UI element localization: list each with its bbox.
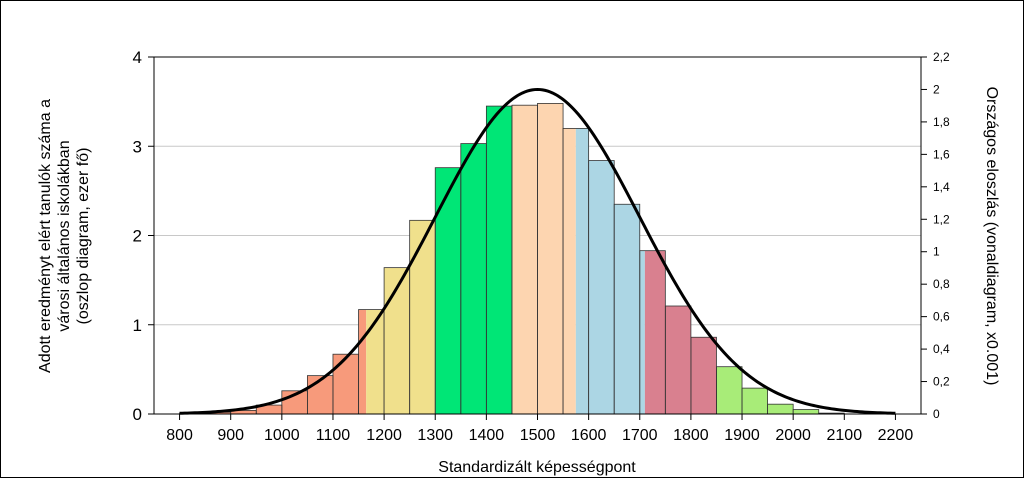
x-tick-label: 2200 bbox=[878, 427, 914, 444]
x-tick-label: 1100 bbox=[316, 427, 351, 444]
y2-tick-label: 0,2 bbox=[933, 375, 950, 389]
y-axis-title-line-2: városi általános iskolákban bbox=[56, 140, 73, 331]
bar-fill-segment bbox=[716, 366, 743, 414]
y-axis-title-line-1: Adott eredményt elért tanulók száma a bbox=[37, 99, 54, 373]
x-axis-ticks: 800 900 1000 1100 1200 1300 1400 1500 1600 1700 18… bbox=[166, 414, 913, 444]
y2-axis-title-text: Országos eloszlás (vonaldiagram, x0.001) bbox=[983, 87, 1000, 386]
y2-tick-label: 1,8 bbox=[933, 115, 950, 129]
bar-fill-segment bbox=[307, 375, 333, 414]
x-tick-label: 1000 bbox=[264, 427, 300, 444]
y-tick-label: 2 bbox=[133, 227, 142, 246]
y2-axis-ticks: 0 0,2 0,4 0,6 0,8 1 1,2 1,4 1,6 1,8 2 2,2 bbox=[921, 50, 950, 421]
x-tick-label: 1800 bbox=[673, 427, 709, 444]
bar-fill-segment bbox=[793, 409, 819, 414]
x-tick-label: 1900 bbox=[724, 427, 760, 444]
y2-tick-label: 1,4 bbox=[933, 180, 950, 194]
x-tick-label: 1300 bbox=[417, 427, 453, 444]
y-tick-label: 0 bbox=[133, 405, 142, 424]
distribution-line bbox=[179, 87, 896, 415]
x-tick-label: 900 bbox=[217, 427, 244, 444]
x-tick-label: 2100 bbox=[827, 427, 863, 444]
x-tick-label: 1700 bbox=[622, 427, 658, 444]
x-tick-label: 1500 bbox=[520, 427, 556, 444]
bar-fill-segment bbox=[614, 204, 640, 414]
x-tick-label: 2000 bbox=[775, 427, 811, 444]
bar-fill-segment bbox=[409, 220, 436, 414]
bar-fill-segment bbox=[205, 412, 231, 414]
bar-fill-segment bbox=[690, 337, 717, 414]
x-axis-title: Standardizált képességpont bbox=[438, 459, 636, 476]
distribution-line-layer bbox=[179, 87, 896, 415]
y2-tick-label: 0,6 bbox=[933, 310, 950, 324]
y2-tick-label: 1,6 bbox=[933, 147, 950, 161]
y-axis-title: Adott eredményt elért tanulók száma a vá… bbox=[37, 99, 92, 373]
bar-fill-segment bbox=[256, 405, 282, 414]
bar-fill-segment bbox=[366, 309, 385, 414]
y2-tick-label: 2 bbox=[933, 82, 940, 96]
y-axis-ticks: 0 1 2 3 4 bbox=[133, 48, 154, 424]
y2-axis-title: Országos eloszlás (vonaldiagram, x0.001) bbox=[983, 87, 1000, 386]
bar-fill-segment bbox=[644, 250, 666, 414]
bar-fill-segment bbox=[358, 309, 367, 414]
bar-fill-segment bbox=[665, 306, 691, 414]
bar-fill-segment bbox=[537, 103, 564, 414]
bar-fill-segment bbox=[588, 160, 615, 414]
bar-fill-segment bbox=[332, 354, 359, 414]
bar-fill-segment bbox=[563, 128, 576, 414]
bar-fill-segment bbox=[435, 167, 461, 414]
bar-fill-segment bbox=[384, 267, 410, 414]
bar-fill-segment bbox=[742, 388, 768, 414]
bar-fill-segment bbox=[486, 106, 512, 415]
bar-fill-segment bbox=[230, 410, 257, 414]
x-tick-label: 800 bbox=[166, 427, 193, 444]
y2-tick-label: 1 bbox=[933, 245, 940, 259]
bar-fill-segment bbox=[767, 404, 794, 414]
bar-fill-segment bbox=[575, 128, 589, 414]
bar-fill-segment bbox=[639, 250, 645, 414]
y-tick-label: 1 bbox=[133, 316, 142, 335]
x-tick-label: 1200 bbox=[366, 427, 402, 444]
bar-fill-bands bbox=[179, 103, 845, 415]
y2-tick-label: 0,4 bbox=[933, 342, 950, 356]
bar-fill-segment bbox=[511, 105, 538, 414]
y2-tick-label: 0,8 bbox=[933, 277, 950, 291]
y2-tick-label: 0 bbox=[933, 407, 940, 421]
y-axis-title-line-3: (oszlop diagram, ezer fő) bbox=[75, 148, 92, 325]
y2-tick-label: 2,2 bbox=[933, 50, 950, 64]
bar-fill-segment bbox=[460, 143, 487, 414]
y-tick-label: 3 bbox=[133, 137, 142, 156]
x-tick-label: 1400 bbox=[469, 427, 505, 444]
x-tick-label: 1600 bbox=[571, 427, 607, 444]
y-tick-label: 4 bbox=[133, 48, 142, 67]
y2-tick-label: 1,2 bbox=[933, 212, 950, 226]
